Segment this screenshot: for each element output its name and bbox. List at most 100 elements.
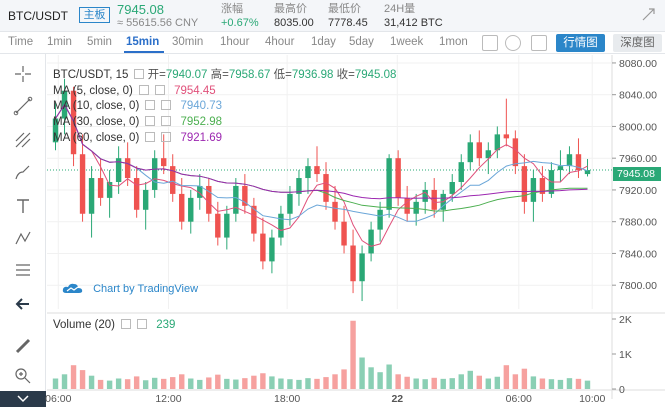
legend-hide-toggle[interactable] <box>134 69 145 79</box>
trend-line-icon[interactable] <box>13 96 33 116</box>
time-axis-label: 18:00 <box>274 393 300 405</box>
volume-bar <box>521 368 528 389</box>
stat-high: 最高价 8035.00 <box>274 2 314 30</box>
ma30-value: 7952.98 <box>180 116 223 128</box>
ma60-hide-toggle[interactable] <box>145 132 156 142</box>
candle <box>124 158 131 179</box>
fullscreen-icon[interactable] <box>642 8 655 21</box>
ma5-settings-toggle[interactable] <box>154 85 165 95</box>
cloud-icon <box>62 283 83 293</box>
zoom-in-icon[interactable] <box>13 366 33 386</box>
tf-1min[interactable]: 1min <box>47 36 72 48</box>
tf-30min[interactable]: 30min <box>172 36 204 48</box>
volume-bar <box>548 379 555 389</box>
candle <box>458 162 464 182</box>
tf-4hour[interactable]: 4hour <box>265 36 295 48</box>
tf-1mon[interactable]: 1mon <box>439 36 468 48</box>
stat-low-label: 最低价 <box>328 3 361 15</box>
ma30-settings-toggle[interactable] <box>161 116 172 126</box>
chart-type-icon[interactable] <box>482 35 498 51</box>
volume-bar <box>115 378 122 389</box>
volume-bar <box>233 379 239 389</box>
stat-change-label: 涨幅 <box>221 3 243 15</box>
volume-bar <box>467 370 473 389</box>
tf-5min[interactable]: 5min <box>87 36 112 48</box>
text-icon[interactable] <box>13 196 33 216</box>
volume-bar <box>188 378 194 389</box>
volume-bar <box>242 378 248 389</box>
ma10-hide-toggle[interactable] <box>145 100 156 110</box>
candle <box>449 182 455 194</box>
volume-bar <box>539 378 546 389</box>
back-arrow-icon[interactable] <box>13 294 33 314</box>
candle <box>584 170 591 175</box>
volume-bar <box>440 378 446 389</box>
ma30-hide-toggle[interactable] <box>145 116 156 126</box>
ma5-hide-toggle[interactable] <box>138 85 149 95</box>
candle <box>97 178 104 198</box>
tf-15min[interactable]: 15min <box>126 36 160 48</box>
volume-bar <box>197 379 203 389</box>
ma10-settings-toggle[interactable] <box>161 100 172 110</box>
candle <box>233 185 239 214</box>
tradingview-watermark[interactable]: Chart by TradingView <box>62 282 198 295</box>
settings-icon[interactable] <box>505 35 521 51</box>
ma60-settings-toggle[interactable] <box>161 132 172 142</box>
time-axis-label: 06:00 <box>45 393 71 405</box>
collapse-sidebar-button[interactable] <box>0 391 46 407</box>
volume-bar <box>503 365 510 389</box>
ma5-legend: MA (5, close, 0) 7954.45 <box>53 84 216 98</box>
drawing-tools-sidebar <box>0 54 46 407</box>
ruler-icon[interactable] <box>13 336 33 356</box>
pitchfork-icon[interactable] <box>13 130 33 150</box>
candle <box>476 142 482 159</box>
time-axis-label: 10:00 <box>579 393 605 405</box>
candle <box>287 193 293 214</box>
fib-icon[interactable] <box>13 260 33 280</box>
cny-price: ≈ 55615.56 CNY <box>117 17 199 29</box>
kline-chart-button[interactable]: 行情图 <box>556 34 605 52</box>
volume-bar <box>296 379 302 389</box>
candle <box>179 193 185 222</box>
candle <box>215 213 221 238</box>
tf-1day[interactable]: 1day <box>311 36 336 48</box>
price-axis-label: 7960.00 <box>619 153 657 165</box>
tf-1week[interactable]: 1week <box>390 36 424 48</box>
volume-value: 239 <box>156 319 176 331</box>
crosshair-icon[interactable] <box>13 64 33 84</box>
volume-bar <box>52 378 59 389</box>
ma5-label: MA (5, close, 0) <box>53 85 133 97</box>
stat-change: 涨幅 +0.67% <box>221 2 259 30</box>
candle <box>151 158 158 190</box>
candle <box>79 154 86 214</box>
volume-bar <box>494 376 501 389</box>
tf-time[interactable]: Time <box>8 36 34 48</box>
volume-bar <box>124 379 131 389</box>
volume-bar <box>133 376 140 389</box>
fullscreen-chart-icon[interactable] <box>531 35 547 51</box>
volume-bar <box>341 369 347 389</box>
depth-chart-button[interactable]: 深度图 <box>613 34 662 52</box>
candle <box>431 189 437 210</box>
candle <box>314 166 320 175</box>
volume-bar <box>224 378 230 389</box>
candle <box>161 158 167 167</box>
volume-bar <box>97 379 104 389</box>
volume-settings-toggle[interactable] <box>137 319 148 329</box>
volume-label: Volume (20) <box>53 319 116 331</box>
volume-hide-toggle[interactable] <box>121 319 132 329</box>
pattern-icon[interactable] <box>13 228 33 248</box>
volume-bar <box>314 378 320 389</box>
volume-bar <box>323 377 329 389</box>
candle <box>566 154 573 167</box>
brush-icon[interactable] <box>13 162 33 182</box>
tf-5day[interactable]: 5day <box>349 36 374 48</box>
volume-bar <box>170 377 176 389</box>
stat-volume-label: 24H量 <box>384 3 416 15</box>
ma60-legend: MA (60, close, 0) 7921.69 <box>53 131 222 145</box>
pair-label[interactable]: BTC/USDT <box>8 9 68 23</box>
volume-bar <box>61 374 68 389</box>
candle <box>251 205 257 234</box>
tf-1hour[interactable]: 1hour <box>220 36 250 48</box>
